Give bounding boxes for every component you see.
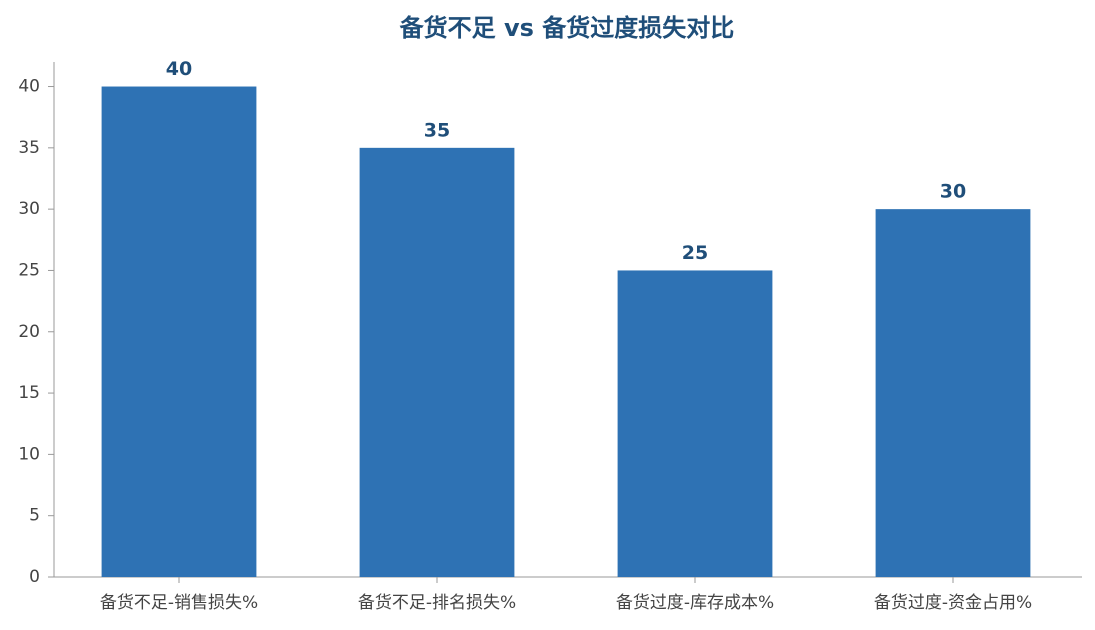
bar [359, 147, 515, 578]
y-tick-label: 35 [18, 138, 40, 158]
y-tick-label: 15 [18, 383, 40, 403]
y-tick-label: 0 [29, 567, 40, 587]
chart-title: 备货不足 vs 备货过度损失对比 [399, 14, 735, 42]
y-tick-label: 40 [18, 77, 40, 97]
y-tick-label: 25 [18, 260, 40, 280]
x-tick-label: 备货过度-资金占用% [874, 593, 1032, 613]
x-tick-label: 备货不足-销售损失% [100, 593, 258, 613]
y-tick-label: 30 [18, 199, 40, 219]
value-label: 25 [682, 242, 708, 264]
value-label: 40 [166, 58, 192, 80]
bar [101, 86, 257, 578]
bar [617, 270, 773, 577]
value-label: 30 [940, 181, 966, 203]
x-tick-label: 备货不足-排名损失% [358, 593, 516, 613]
y-tick-label: 5 [29, 506, 40, 526]
y-tick-label: 10 [18, 444, 40, 464]
x-tick-label: 备货过度-库存成本% [616, 593, 774, 613]
bar [875, 209, 1031, 577]
value-label: 35 [424, 119, 450, 141]
y-tick-label: 20 [18, 322, 40, 342]
